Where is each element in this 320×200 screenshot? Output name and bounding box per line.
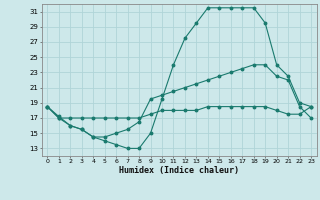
X-axis label: Humidex (Indice chaleur): Humidex (Indice chaleur) [119,166,239,175]
